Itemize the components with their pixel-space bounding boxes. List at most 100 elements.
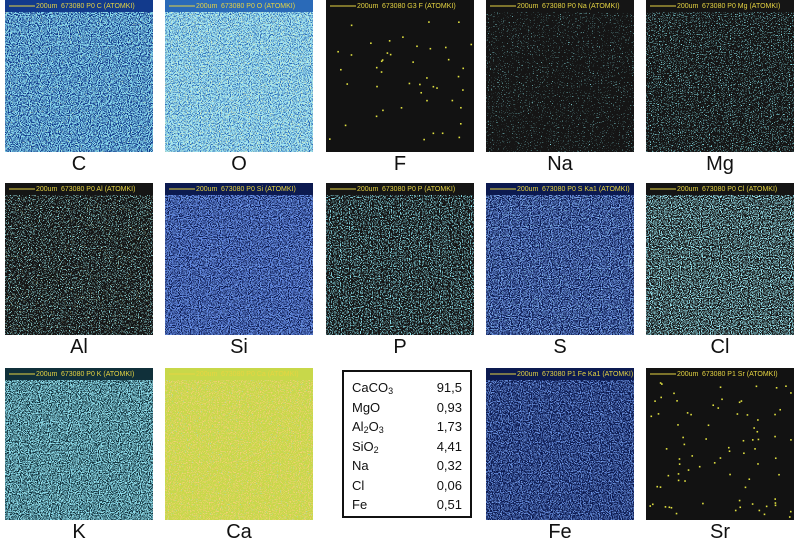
map-signal	[165, 380, 313, 520]
element-map: 200um 673080 P1 Fe Ka1 (ATOMKI) Fe	[486, 368, 634, 544]
table-row: MgO 0,93	[352, 398, 462, 418]
map-image: 200um 673080 G3 F (ATOMKI)	[326, 0, 474, 152]
signal-dot	[660, 396, 662, 399]
element-label: Cl	[710, 336, 730, 358]
map-signal	[5, 195, 153, 335]
element-label: K	[72, 521, 86, 543]
signal-dot	[460, 106, 462, 109]
map-info: 673080 P0 Ca (ATOMKI)	[221, 371, 299, 378]
signal-dot	[677, 479, 680, 482]
compound: Fe	[352, 495, 367, 515]
map-image: 200um 673080 P0 O (ATOMKI)	[165, 0, 313, 152]
signal-dot	[386, 52, 389, 54]
map-header	[646, 0, 794, 12]
signal-dot	[370, 42, 372, 45]
element-map: 200um 673080 P0 Cl (ATOMKI) Cl	[646, 183, 794, 359]
signal-dot	[778, 473, 780, 476]
map-signal	[646, 12, 794, 152]
element-label: Na	[547, 153, 573, 175]
signal-dot	[344, 124, 347, 127]
signal-dot	[402, 36, 404, 38]
signal-dot	[382, 109, 384, 112]
element-map: 200um 673080 G3 F (ATOMKI) F	[326, 0, 474, 176]
element-map: 200um 673080 P1 Sr (ATOMKI) Sr	[646, 368, 794, 544]
signal-dot	[734, 509, 737, 512]
map-header	[646, 183, 794, 195]
map-info: 673080 P0 S Ka1 (ATOMKI)	[542, 186, 630, 193]
signal-dot	[757, 438, 760, 441]
element-label: Al	[70, 336, 88, 358]
signal-dot	[763, 513, 766, 516]
compound: SiO2	[352, 437, 379, 457]
signal-dot	[346, 83, 349, 85]
compound: CaCO3	[352, 378, 393, 398]
element-label: Si	[230, 336, 248, 358]
element-label: Mg	[706, 153, 734, 175]
signal-dot	[661, 383, 663, 385]
element-map: 200um 673080 P0 S Ka1 (ATOMKI) S	[486, 183, 634, 359]
signal-dot	[375, 115, 378, 118]
signal-dot	[388, 40, 391, 42]
scale-label: 200um	[677, 371, 699, 378]
scale-label: 200um	[677, 186, 699, 193]
wt-percent: 0,06	[436, 477, 462, 493]
signal-dot	[375, 66, 378, 69]
signal-dot	[432, 132, 435, 135]
map-image: 200um 673080 P0 Na (ATOMKI)	[486, 0, 634, 152]
signal-dot	[744, 486, 747, 489]
scale-label: 200um	[36, 3, 58, 10]
map-header	[326, 183, 474, 195]
signal-dot	[400, 107, 403, 109]
formula-part: Al	[352, 419, 364, 434]
signal-dot	[470, 43, 473, 46]
signal-dot	[774, 435, 776, 438]
signal-dot	[743, 452, 745, 455]
map-image: 200um 673080 P0 Cl (ATOMKI)	[646, 183, 794, 335]
signal-dot	[790, 439, 792, 441]
signal-dot	[670, 506, 673, 509]
signal-dot	[757, 463, 759, 465]
signal-dot	[447, 58, 450, 61]
signal-dot	[729, 473, 731, 476]
table-row: Na 0,32	[352, 456, 462, 476]
map-image: 200um 673080 P1 Fe Ka1 (ATOMKI)	[486, 368, 634, 520]
signal-dot	[789, 510, 792, 513]
map-signal	[486, 195, 634, 335]
table-row: Fe 0,51	[352, 495, 462, 515]
element-label: F	[393, 153, 407, 175]
map-header	[5, 183, 153, 195]
signal-dot	[753, 427, 755, 429]
formula-part: Cl	[352, 477, 365, 493]
signal-dot	[738, 499, 741, 502]
signal-dot	[677, 473, 680, 475]
signal-dot	[757, 419, 759, 421]
map-header	[165, 368, 313, 380]
signal-dot	[779, 408, 782, 411]
signal-dot	[748, 478, 751, 481]
element-map: 200um 673080 P0 Al (ATOMKI) Al	[5, 183, 153, 359]
signal-dot	[677, 424, 679, 426]
signal-dot	[459, 123, 462, 125]
signal-dot	[739, 506, 742, 509]
element-label: C	[71, 153, 87, 175]
signal-dot	[774, 504, 777, 507]
element-map: 200um 673080 P0 C (ATOMKI) C	[5, 0, 153, 176]
element-label: Fe	[548, 521, 572, 543]
map-signal	[165, 195, 313, 335]
signal-dot	[683, 443, 686, 446]
map-signal	[486, 380, 634, 520]
signal-dot	[329, 138, 331, 140]
wt-percent: 91,5	[436, 380, 462, 395]
element-map: 200um 673080 P0 Si (ATOMKI) Si	[165, 183, 313, 359]
signal-dot	[790, 392, 792, 394]
signal-dot	[337, 50, 339, 53]
signal-dot	[751, 503, 754, 505]
signal-dot	[673, 392, 675, 395]
signal-dot	[350, 54, 353, 56]
signal-dot	[721, 398, 723, 401]
signal-dot	[758, 509, 761, 512]
table-row: CaCO3 91,5	[352, 378, 462, 398]
map-image: 200um 673080 P0 Ca (ATOMKI)	[165, 368, 313, 520]
map-info: 673080 P0 Cl (ATOMKI)	[702, 186, 777, 193]
signal-dot	[429, 47, 432, 50]
